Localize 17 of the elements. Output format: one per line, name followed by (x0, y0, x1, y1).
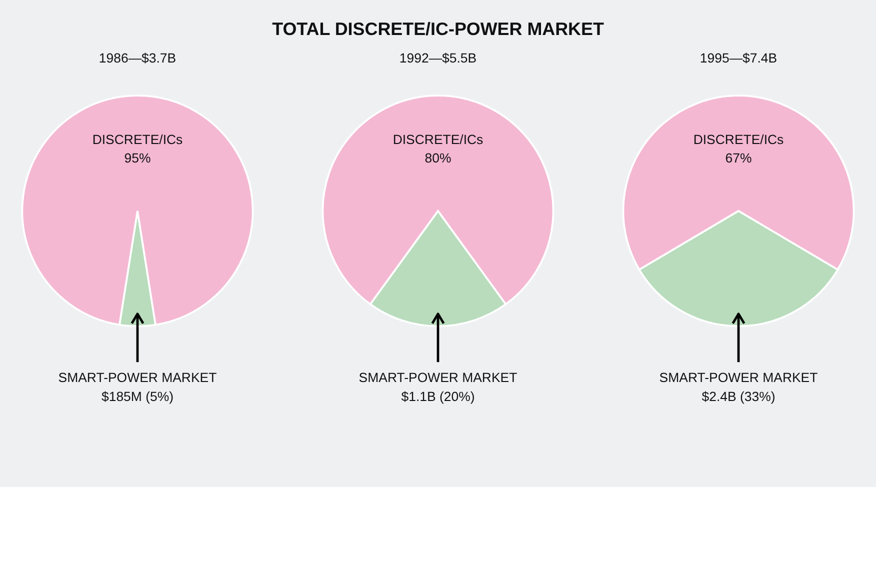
slice-label: DISCRETE/ICs (392, 132, 484, 147)
data-label: $2.4B (33%) (702, 388, 776, 404)
data-label: 80% (424, 150, 452, 166)
chart-subtitle: 1995—$7.4B (700, 50, 778, 66)
pie-slice (21, 94, 254, 326)
slice-label: DISCRETE/ICs (693, 132, 784, 147)
data-label: $1.1B (20%) (401, 388, 475, 404)
chart-subtitle: 1992—$5.5B (399, 50, 477, 66)
data-label: $185M (5%) (101, 388, 174, 404)
slice-label: SMART-POWER MARKET (659, 370, 818, 385)
data-label: 95% (124, 150, 151, 166)
chart-subtitle: 1986—$3.7B (98, 50, 176, 66)
slice-label: DISCRETE/ICs (92, 132, 184, 147)
chart-title: TOTAL DISCRETE/IC-POWER MARKET (272, 19, 604, 40)
data-label: 67% (725, 150, 752, 166)
slice-label: SMART-POWER MARKET (58, 370, 217, 385)
slice-label: SMART-POWER MARKET (358, 370, 518, 385)
